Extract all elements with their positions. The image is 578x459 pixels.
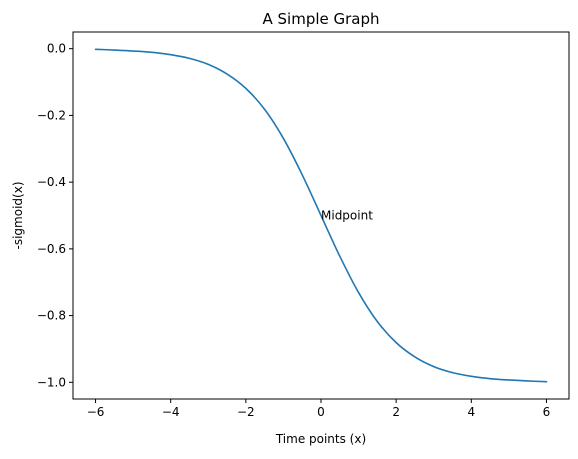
x-tick-label: 0 bbox=[317, 405, 325, 419]
y-tick-label: −0.6 bbox=[37, 242, 66, 256]
y-tick-label: 0.0 bbox=[47, 42, 66, 56]
x-tick-label: −4 bbox=[162, 405, 180, 419]
series-line bbox=[94, 48, 548, 383]
plot-frame bbox=[72, 31, 570, 400]
x-tick-label: −6 bbox=[87, 405, 105, 419]
plot-area: Midpoint bbox=[94, 48, 548, 383]
annotation-label: Midpoint bbox=[321, 209, 373, 223]
x-tick-label: 4 bbox=[467, 405, 475, 419]
y-tick-label: −0.8 bbox=[37, 309, 66, 323]
y-tick-label: −1.0 bbox=[37, 375, 66, 389]
y-tick-label: −0.4 bbox=[37, 175, 66, 189]
axis-ticks: −6 −4 −2 0 2 4 6 0.0 −0.2 −0.4 −0.6 −0.8 −1.0 bbox=[37, 42, 550, 419]
x-tick-label: 2 bbox=[392, 405, 400, 419]
x-axis-label: Time points (x) bbox=[275, 432, 366, 446]
x-tick-label: −2 bbox=[237, 405, 255, 419]
x-tick-label: 6 bbox=[543, 405, 551, 419]
chart-title: A Simple Graph bbox=[262, 10, 379, 28]
y-axis-label: -sigmoid(x) bbox=[11, 182, 25, 250]
y-tick-label: −0.2 bbox=[37, 108, 66, 122]
